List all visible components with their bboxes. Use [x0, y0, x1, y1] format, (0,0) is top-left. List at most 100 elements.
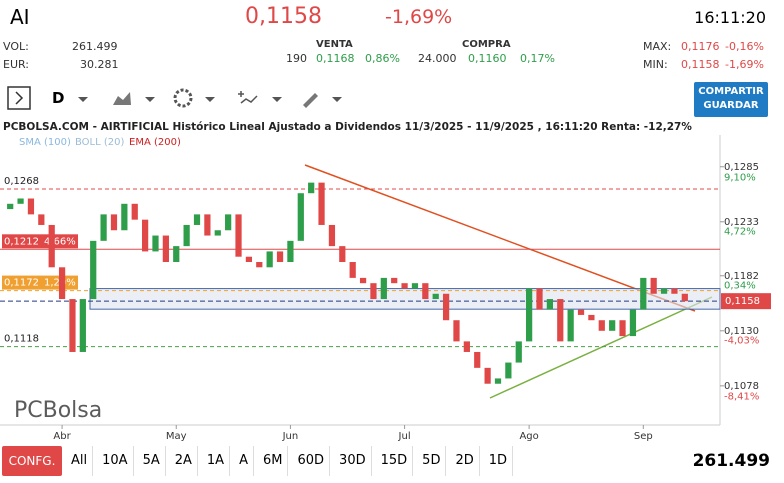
- legend-entry: SMA (100): [19, 137, 71, 148]
- candle-body: [7, 203, 14, 210]
- candle-body: [17, 198, 24, 204]
- range-button[interactable]: 2A: [170, 446, 198, 476]
- icon[interactable]: [238, 91, 258, 104]
- y-tick-label: 0,1078: [724, 381, 759, 392]
- y-pct-label: -4,03%: [724, 335, 759, 346]
- candle-body: [79, 299, 86, 352]
- symbol: AI: [10, 5, 30, 29]
- y-pct-label: 4,72%: [724, 226, 756, 237]
- time: 16:11:20: [694, 8, 766, 27]
- candle-body: [391, 277, 398, 284]
- candle-body: [619, 320, 626, 337]
- watermark: PCBolsa: [14, 398, 103, 423]
- candle-body: [359, 277, 367, 284]
- value: -1,69%: [725, 58, 764, 71]
- candle-body: [588, 314, 595, 321]
- candle-body: [27, 198, 35, 215]
- icon[interactable]: [7, 86, 31, 110]
- y-pct-label: -8,41%: [724, 391, 759, 402]
- candle-body: [318, 182, 325, 225]
- last-price-bg: [721, 293, 771, 310]
- level-value: 0,1212: [4, 236, 39, 247]
- candle-body: [422, 283, 429, 300]
- level-label: 0,11721,20%: [2, 275, 78, 290]
- range-button[interactable]: 15D: [376, 446, 414, 476]
- value: 261.499: [72, 40, 118, 53]
- candle-body: [474, 351, 481, 368]
- candle-body: [494, 378, 502, 384]
- trendline: [489, 296, 713, 399]
- range-button[interactable]: 60D: [292, 446, 331, 476]
- label: GUARDAR: [703, 100, 759, 111]
- y-tick-label: 0,1182: [724, 271, 759, 282]
- candle-body: [235, 214, 242, 257]
- label: VOL:: [3, 40, 29, 53]
- candle-body: [401, 283, 408, 289]
- price-zone: [89, 288, 721, 310]
- toolbar-icons: [7, 86, 342, 110]
- candle-body: [411, 283, 419, 289]
- candle-body: [339, 246, 346, 263]
- icon[interactable]: [113, 92, 131, 105]
- candle-body: [142, 219, 149, 252]
- candle-body: [214, 230, 221, 236]
- candle-body: [173, 246, 180, 263]
- candle-body: [131, 203, 138, 220]
- legend-entry: EMA (200): [129, 137, 181, 148]
- volume: 261.499: [692, 451, 770, 471]
- range-button[interactable]: 10A: [97, 446, 134, 476]
- level-pct: 4,66%: [44, 236, 76, 247]
- range-button[interactable]: All: [66, 446, 94, 476]
- candle-body: [100, 214, 107, 241]
- candle-body: [370, 283, 377, 300]
- candle-body: [660, 288, 668, 294]
- icon[interactable]: [303, 93, 318, 108]
- candle-body: [162, 235, 169, 263]
- label: EUR:: [3, 58, 30, 71]
- range-button[interactable]: 1A: [202, 446, 231, 476]
- range-button[interactable]: 5D: [417, 446, 447, 476]
- range-button[interactable]: 2D: [450, 446, 480, 476]
- candle-body: [152, 235, 159, 252]
- candle-body: [567, 309, 574, 342]
- level-label: 0,1268: [4, 176, 39, 187]
- label: MIN:: [643, 58, 668, 71]
- range-button[interactable]: 1D: [484, 446, 514, 476]
- candle-body: [183, 224, 190, 247]
- chart-title: PCBOLSA.COM - AIRTIFICIAL Histórico Line…: [3, 121, 692, 133]
- icon[interactable]: [173, 88, 193, 108]
- candle-body: [505, 362, 512, 379]
- label: COMPRA: [462, 39, 511, 50]
- range-button[interactable]: 5A: [138, 446, 166, 476]
- level-label: 0,1118: [4, 334, 39, 345]
- range-button[interactable]: 6M: [258, 446, 289, 476]
- candle-body: [463, 341, 470, 352]
- last-price-label: 0,1158: [725, 296, 760, 307]
- candle-body: [193, 214, 201, 225]
- candle-body: [681, 293, 688, 302]
- period[interactable]: D: [52, 89, 65, 107]
- candle-body: [256, 262, 263, 268]
- candle-body: [671, 288, 678, 294]
- candle-body: [297, 193, 304, 241]
- candle-body: [536, 288, 543, 310]
- value: 0,1158: [681, 58, 720, 71]
- x-tick-label: Jul: [398, 431, 411, 442]
- candle-body: [110, 214, 118, 231]
- level-bg: [2, 234, 78, 249]
- range-button[interactable]: A: [234, 446, 254, 476]
- candle-body: [121, 203, 128, 231]
- x-tick-label: Abr: [53, 431, 71, 442]
- label: MAX:: [643, 40, 672, 53]
- value: 0,1160: [468, 52, 507, 65]
- range-button[interactable]: 30D: [334, 446, 372, 476]
- y-pct-label: 9,10%: [724, 172, 756, 183]
- candle-body: [546, 299, 553, 310]
- value: -0,16%: [725, 40, 764, 53]
- candle-body: [204, 214, 211, 236]
- share-button[interactable]: COMPARTIR GUARDAR: [694, 82, 768, 117]
- config-button[interactable]: CONFG.: [2, 446, 62, 476]
- candle-body: [577, 309, 585, 315]
- candle-body: [629, 309, 637, 337]
